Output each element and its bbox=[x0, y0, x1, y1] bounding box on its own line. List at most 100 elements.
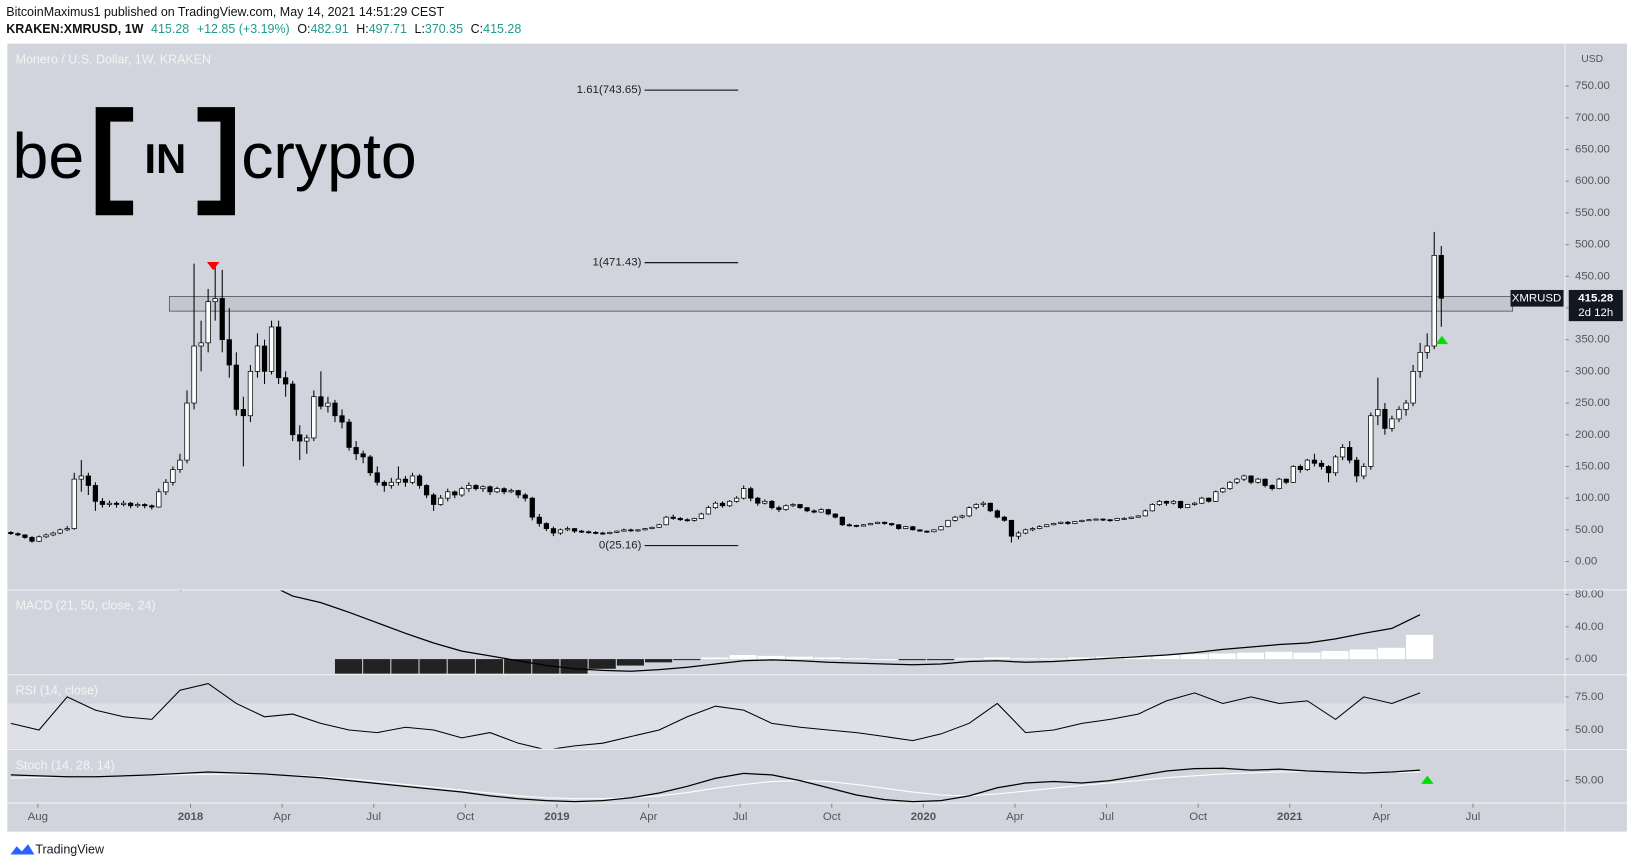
candle-body bbox=[1410, 370, 1416, 404]
histogram-bar bbox=[1265, 651, 1293, 660]
candle-body bbox=[557, 529, 564, 534]
candle-body bbox=[952, 516, 958, 521]
histogram-bar bbox=[898, 659, 926, 661]
logo-crypto: crypto bbox=[241, 120, 416, 192]
candle-body bbox=[106, 502, 113, 505]
candle-body bbox=[593, 532, 599, 534]
candle-body bbox=[395, 478, 402, 483]
candle-body bbox=[275, 326, 282, 379]
x-tick-label: Apr bbox=[1372, 811, 1390, 823]
histogram-bar bbox=[926, 659, 955, 661]
candle-body bbox=[867, 523, 874, 526]
candle-body bbox=[1227, 481, 1233, 490]
candle-body bbox=[226, 339, 232, 366]
price-tag: 415.28 bbox=[1578, 292, 1613, 304]
x-tick-label: Apr bbox=[273, 811, 291, 823]
x-tick-label: Oct bbox=[823, 811, 842, 823]
candle-body bbox=[388, 481, 394, 486]
candle-body bbox=[1044, 524, 1050, 528]
candle-body bbox=[1128, 516, 1134, 519]
candle-body bbox=[332, 402, 338, 417]
candle-body bbox=[536, 516, 542, 524]
close-label: C: bbox=[471, 22, 483, 36]
candle-body bbox=[712, 502, 719, 509]
candle-body bbox=[99, 500, 106, 505]
candle-body bbox=[522, 494, 528, 499]
candle-body bbox=[1403, 402, 1409, 410]
candle-body bbox=[1079, 519, 1085, 522]
histogram-bar bbox=[955, 658, 983, 660]
histogram-bar bbox=[983, 657, 1011, 660]
candle-body bbox=[360, 453, 366, 458]
candle-body bbox=[283, 377, 289, 385]
candle-body bbox=[1093, 518, 1099, 521]
candle-body bbox=[64, 528, 70, 531]
candle-body bbox=[874, 521, 881, 524]
candle-body bbox=[318, 396, 324, 407]
candle-body bbox=[445, 491, 451, 499]
y-tick-label: 650.00 bbox=[1575, 143, 1610, 155]
candle-body bbox=[910, 526, 916, 531]
tv-brand: TradingView bbox=[35, 843, 105, 857]
candle-body bbox=[177, 459, 183, 470]
candle-body bbox=[966, 507, 972, 517]
y-tick-label: 75.00 bbox=[1575, 691, 1604, 703]
panel-3 bbox=[10, 767, 1421, 803]
candle-body bbox=[494, 488, 500, 493]
histogram-bar bbox=[673, 659, 701, 661]
x-tick-label: Apr bbox=[1006, 811, 1024, 823]
candle-body bbox=[1121, 518, 1127, 520]
candle-body bbox=[1269, 485, 1275, 490]
candle-body bbox=[1347, 447, 1353, 461]
candle-body bbox=[219, 298, 225, 341]
macd-line bbox=[179, 590, 1421, 672]
candle-body bbox=[578, 530, 585, 533]
fib-label: 0(25.16) bbox=[599, 540, 642, 552]
histogram-bar bbox=[391, 659, 419, 674]
candle-body bbox=[945, 519, 951, 528]
candle-body bbox=[423, 485, 430, 496]
candle-body bbox=[1318, 462, 1325, 467]
candle-body bbox=[43, 534, 49, 538]
histogram-bar bbox=[1349, 649, 1377, 660]
y-tick-label: 0.00 bbox=[1575, 653, 1597, 665]
candle-body bbox=[297, 434, 303, 442]
candle-body bbox=[128, 502, 134, 507]
rsi-band bbox=[7, 703, 1565, 749]
candle-body bbox=[1001, 516, 1008, 521]
candle-body bbox=[698, 513, 705, 519]
tv-icon bbox=[10, 844, 35, 855]
histogram-bar bbox=[1236, 652, 1265, 660]
histogram-bar bbox=[1011, 658, 1039, 660]
candle-body bbox=[980, 502, 986, 505]
logo-in: IN bbox=[145, 135, 187, 182]
candle-body bbox=[1297, 466, 1303, 470]
buy-marker bbox=[1435, 335, 1449, 345]
histogram-bar bbox=[334, 659, 363, 674]
x-tick-label: Oct bbox=[456, 811, 475, 823]
histogram-bar bbox=[645, 659, 673, 663]
candle-body bbox=[1234, 478, 1240, 483]
candle-body bbox=[156, 491, 162, 508]
candle-body bbox=[1058, 521, 1064, 524]
x-tick-label: Jul bbox=[1099, 811, 1114, 823]
candle-body bbox=[431, 494, 437, 505]
candle-body bbox=[860, 524, 867, 527]
candle-body bbox=[1199, 497, 1205, 504]
candle-body bbox=[649, 526, 655, 529]
candle-body bbox=[8, 532, 14, 535]
change: +12.85 (+3.19%) bbox=[197, 22, 290, 36]
candle-body bbox=[78, 475, 84, 480]
candle-body bbox=[994, 510, 1000, 518]
candle-body bbox=[621, 529, 627, 532]
candle-body bbox=[797, 504, 803, 509]
stoch-marker bbox=[1421, 775, 1434, 784]
candle-body bbox=[120, 502, 127, 505]
candle-body bbox=[705, 507, 712, 515]
close-value: 415.28 bbox=[483, 22, 521, 36]
candle-body bbox=[1396, 409, 1402, 420]
candle-body bbox=[924, 530, 930, 533]
candle-body bbox=[240, 409, 246, 417]
sell-marker bbox=[206, 261, 220, 271]
